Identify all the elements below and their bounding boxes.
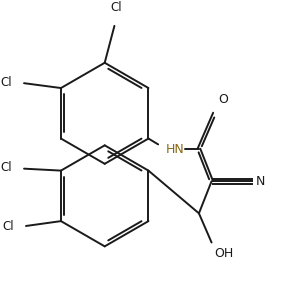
Text: Cl: Cl bbox=[1, 161, 12, 174]
Text: Cl: Cl bbox=[3, 220, 14, 234]
Text: N: N bbox=[256, 175, 266, 188]
Text: OH: OH bbox=[214, 247, 234, 260]
Text: Cl: Cl bbox=[110, 1, 122, 14]
Text: HN: HN bbox=[166, 143, 185, 156]
Text: O: O bbox=[218, 93, 228, 105]
Text: Cl: Cl bbox=[1, 76, 12, 89]
